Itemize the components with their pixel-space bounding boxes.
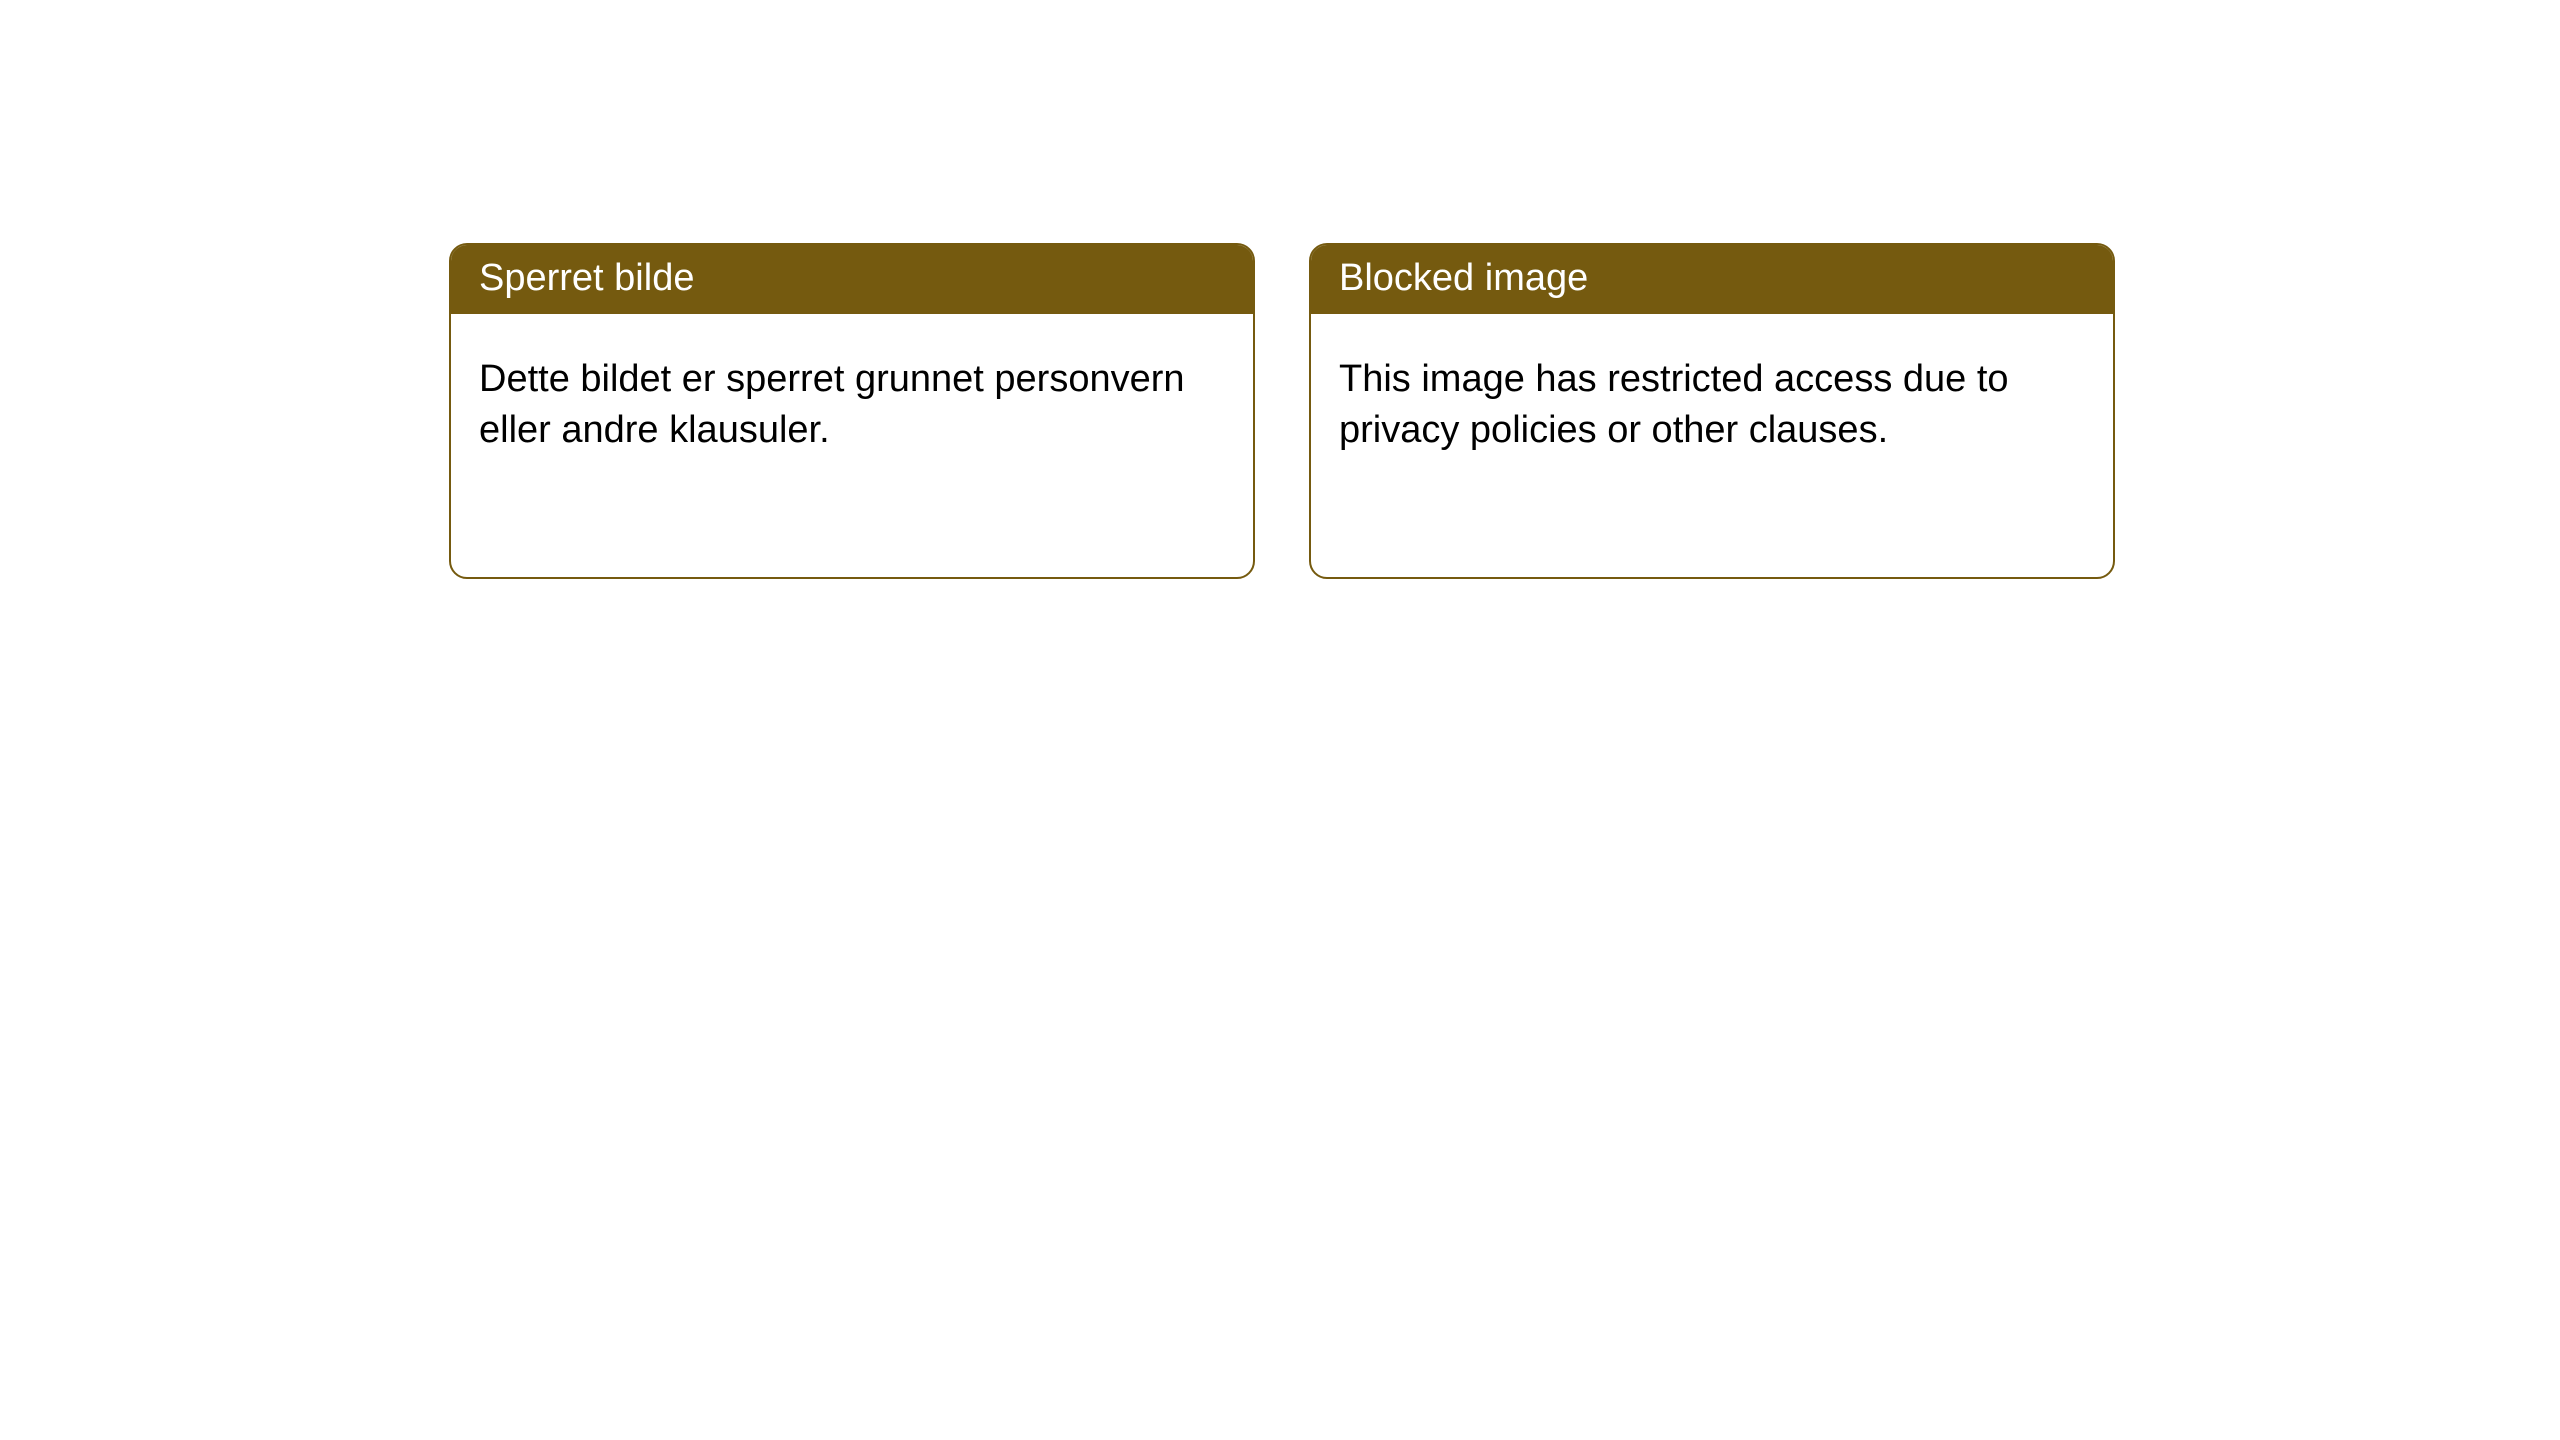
notice-card-norwegian: Sperret bilde Dette bildet er sperret gr… — [449, 243, 1255, 579]
notice-message: Dette bildet er sperret grunnet personve… — [479, 358, 1185, 451]
notice-title: Blocked image — [1339, 257, 1588, 299]
notice-title: Sperret bilde — [479, 257, 694, 299]
notice-body: This image has restricted access due to … — [1311, 314, 2113, 485]
notice-container: Sperret bilde Dette bildet er sperret gr… — [0, 0, 2560, 579]
notice-header: Blocked image — [1311, 245, 2113, 314]
notice-body: Dette bildet er sperret grunnet personve… — [451, 314, 1253, 485]
notice-message: This image has restricted access due to … — [1339, 358, 2009, 451]
notice-header: Sperret bilde — [451, 245, 1253, 314]
notice-card-english: Blocked image This image has restricted … — [1309, 243, 2115, 579]
